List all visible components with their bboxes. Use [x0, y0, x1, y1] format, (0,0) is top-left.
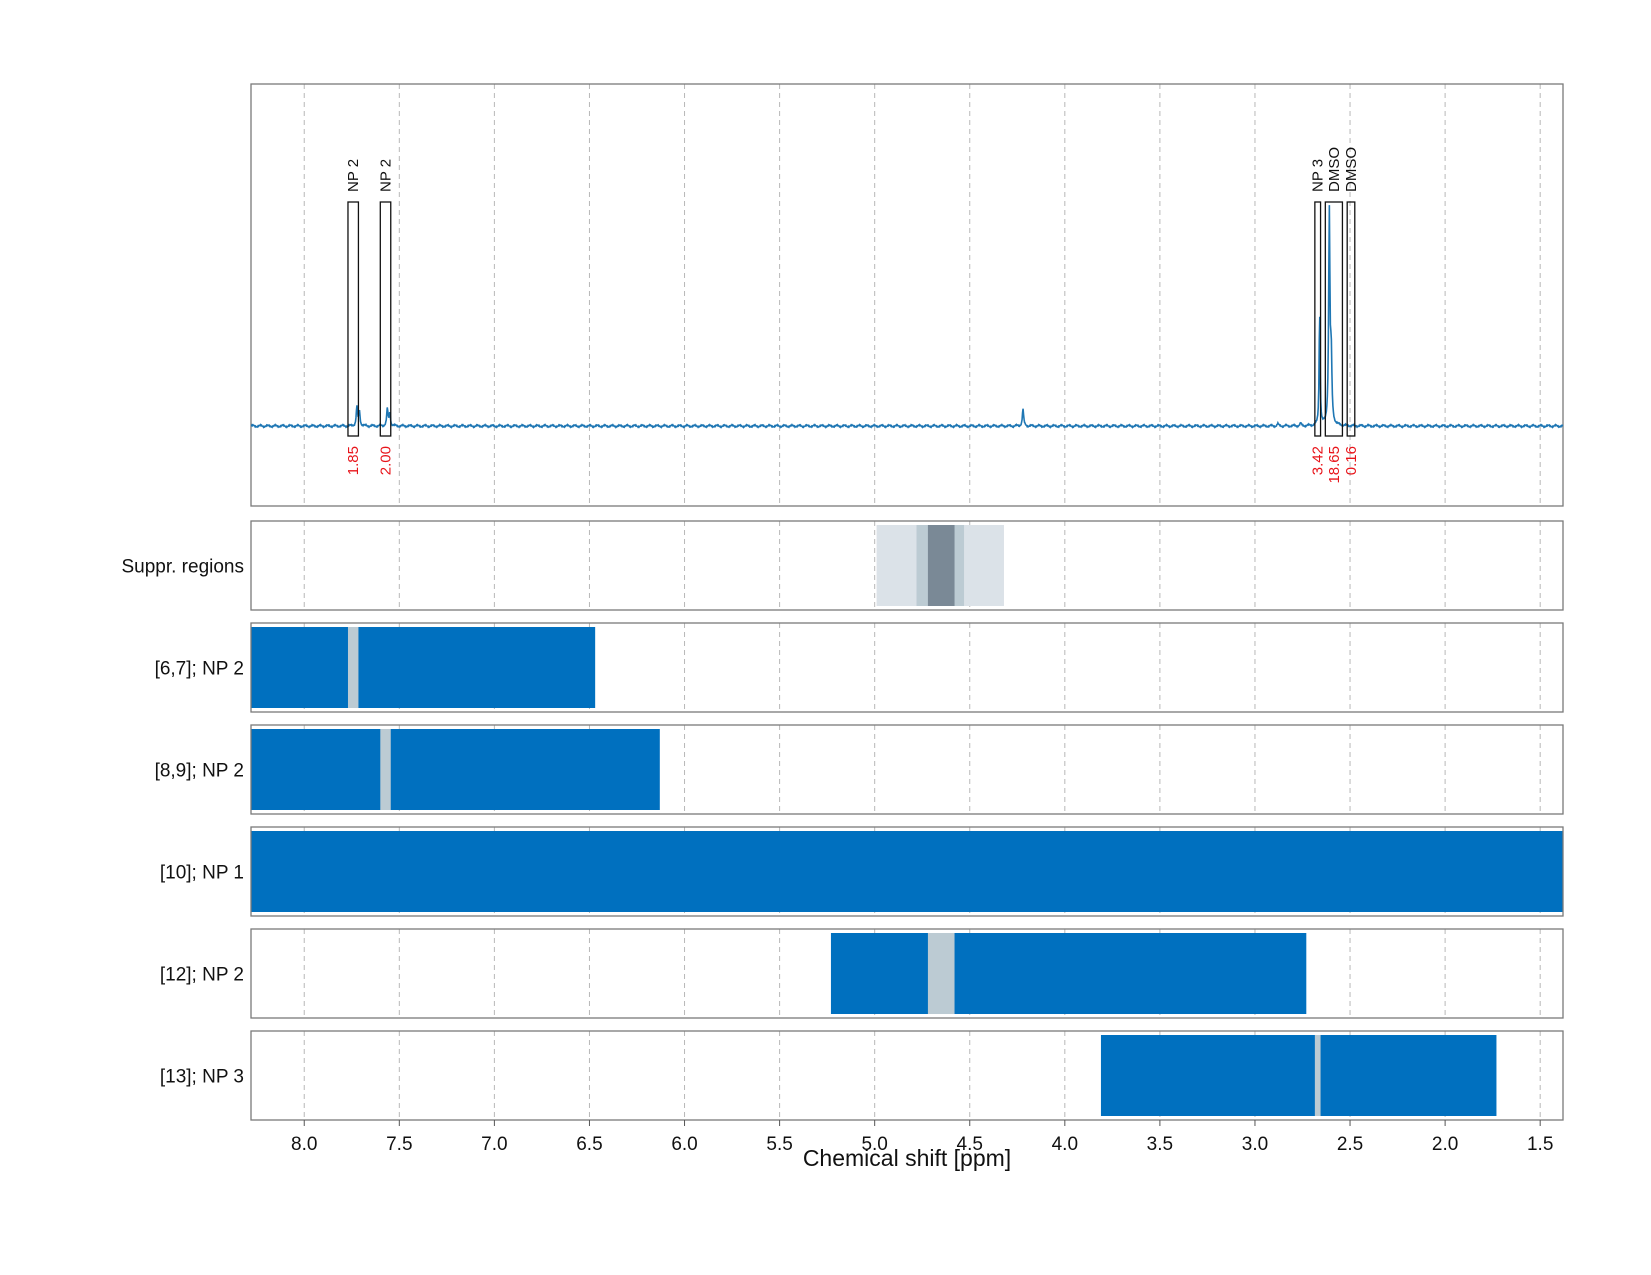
overlap-mark	[927, 933, 955, 1014]
peak-box	[347, 201, 360, 437]
x-tick-label: 7.0	[481, 1134, 507, 1155]
spectrum-trace	[250, 205, 1564, 429]
row-frame	[250, 724, 1564, 815]
row-frame	[250, 1030, 1564, 1121]
x-tick-label: 5.5	[766, 1134, 792, 1155]
peak-label: NP 2	[378, 159, 395, 192]
region-row: [10]; NP 1	[160, 826, 1564, 917]
integral-value: 3.42	[1310, 446, 1327, 475]
integral-value: 2.00	[378, 446, 395, 475]
integral-value: 18.65	[1326, 446, 1343, 484]
x-tick-label: 2.0	[1432, 1134, 1458, 1155]
peak-box	[1346, 201, 1356, 437]
x-tick-label: 4.5	[957, 1134, 983, 1155]
region-row: [13]; NP 3	[160, 1030, 1564, 1121]
x-tick-label: 7.5	[386, 1134, 412, 1155]
overlap-mark	[380, 729, 391, 810]
integral-value: 0.16	[1343, 446, 1360, 475]
row-label: Suppr. regions	[121, 557, 244, 578]
region-bar	[830, 933, 1307, 1014]
region-bar	[1100, 1035, 1497, 1116]
x-tick-label: 6.5	[576, 1134, 602, 1155]
row-frame	[250, 520, 1564, 611]
peak-label: NP 3	[1310, 159, 1327, 192]
region-bar	[251, 729, 660, 810]
peak-box	[1314, 201, 1322, 437]
peak-label: DMSO	[1326, 147, 1343, 192]
x-tick-label: 8.0	[291, 1134, 317, 1155]
row-frame	[250, 622, 1564, 713]
x-tick-label: 3.0	[1242, 1134, 1268, 1155]
x-tick-label: 1.5	[1527, 1134, 1553, 1155]
row-frame	[250, 826, 1564, 917]
peak-label: NP 2	[345, 159, 362, 192]
overlap-mark	[1314, 1035, 1321, 1116]
x-axis: 8.0 7.5 7.0 6.5 6.0 5.5 5.0 4.5 4.0 3.5 3.0 2.5 2.0 1…	[291, 1120, 1553, 1155]
region-bar	[251, 627, 596, 708]
region-bar	[251, 831, 1563, 912]
integral-value: 1.85	[345, 446, 362, 475]
row-label: [10]; NP 1	[160, 863, 244, 884]
region-row: [8,9]; NP 2	[155, 724, 1564, 815]
x-tick-label: 6.0	[671, 1134, 697, 1155]
x-tick-label: 2.5	[1337, 1134, 1363, 1155]
peak-label: DMSO	[1343, 147, 1360, 192]
region-rows: Suppr. regions [6,7]; NP 2 [8,9]; NP 2 [10]…	[121, 520, 1564, 1121]
peak-box	[1324, 201, 1344, 437]
row-label: [6,7]; NP 2	[155, 659, 244, 680]
suppression-band	[927, 525, 955, 606]
x-axis-title: Chemical shift [ppm]	[803, 1145, 1011, 1171]
row-label: [8,9]; NP 2	[155, 761, 244, 782]
x-tick-label: 3.5	[1147, 1134, 1173, 1155]
region-row: Suppr. regions	[121, 520, 1564, 611]
region-row: [6,7]; NP 2	[155, 622, 1564, 713]
row-frame	[250, 928, 1564, 1019]
overlap-mark	[347, 627, 359, 708]
spectrum-frame	[250, 83, 1564, 507]
x-tick-label: 4.0	[1052, 1134, 1078, 1155]
row-label: [12]; NP 2	[160, 965, 244, 986]
x-tick-label: 5.0	[861, 1134, 887, 1155]
spectrum-panel: NP 2 1.85 NP 2 2.00 NP 3 3.42 DMSO 18.65 DMSO 0.1…	[250, 83, 1564, 507]
peak-box	[379, 201, 392, 437]
row-label: [13]; NP 3	[160, 1067, 244, 1088]
region-row: [12]; NP 2	[160, 928, 1564, 1019]
